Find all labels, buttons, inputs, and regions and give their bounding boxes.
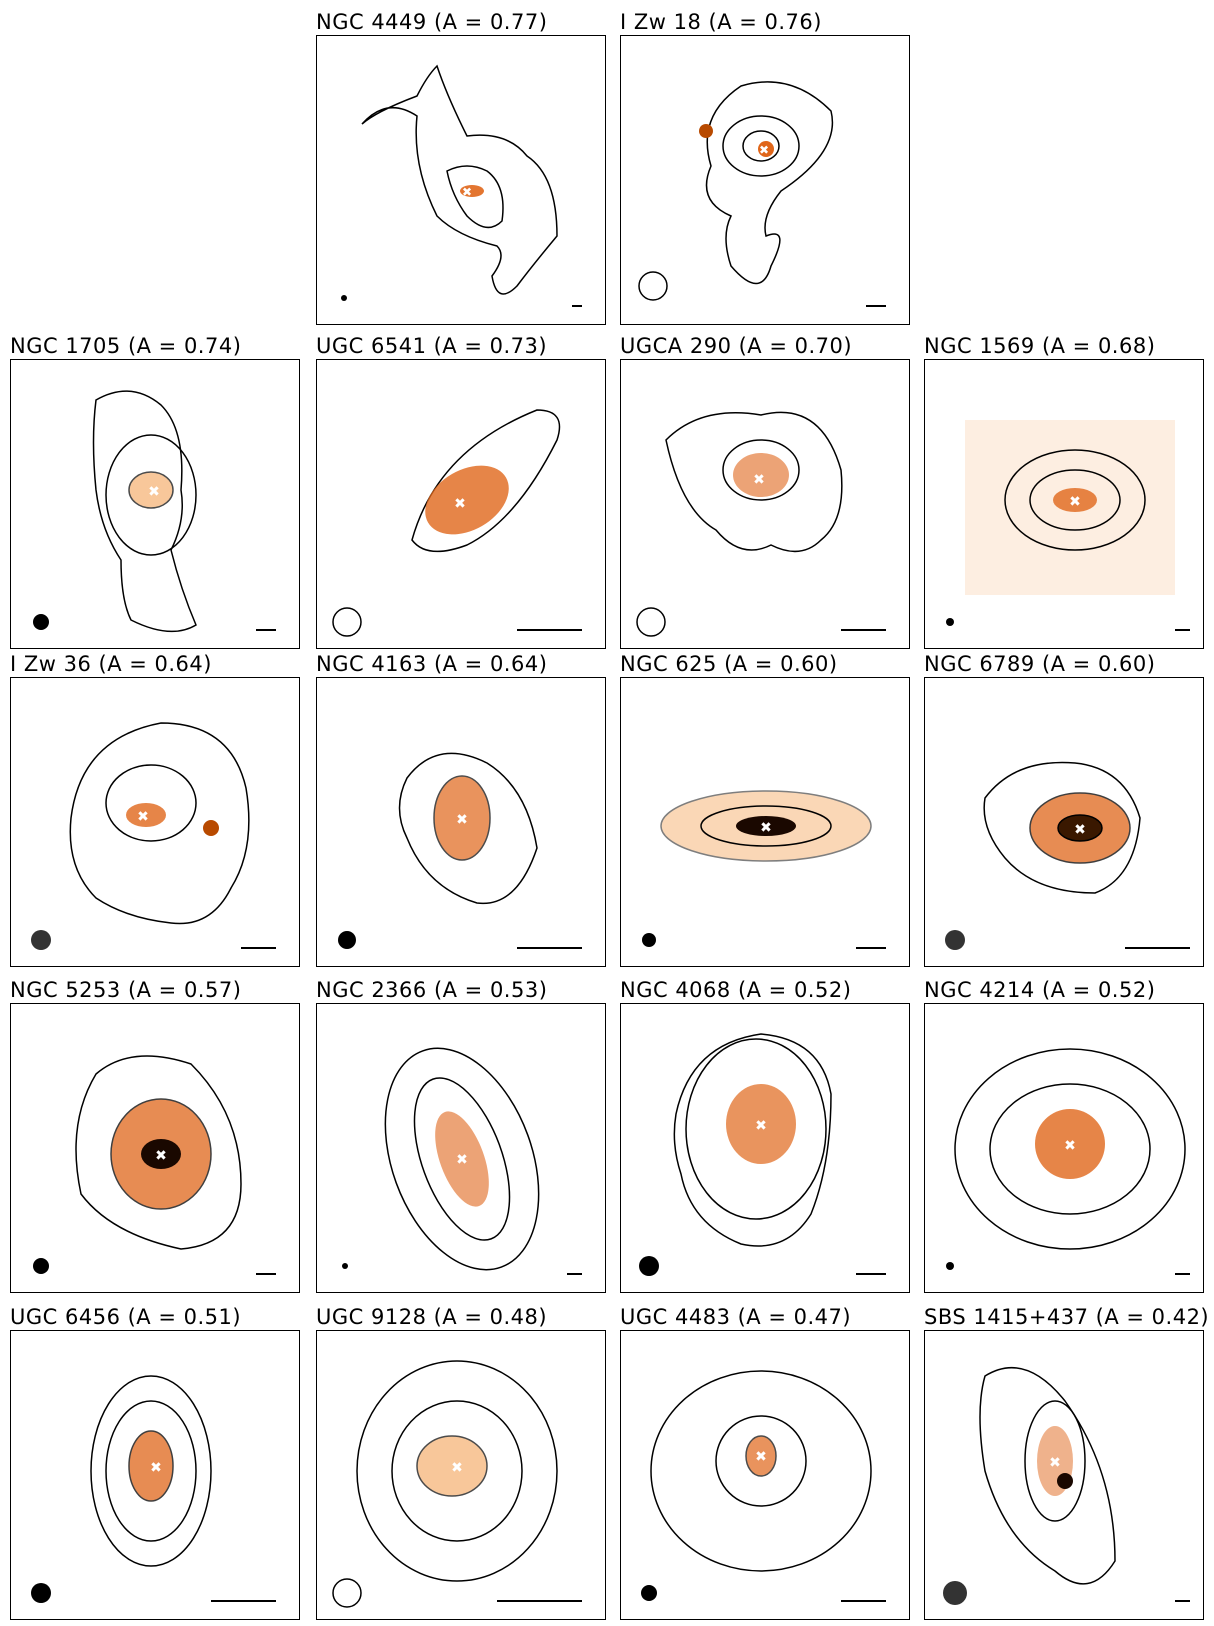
galaxy-image-frame: ✖ [316, 35, 606, 325]
svg-text:✖: ✖ [451, 1460, 463, 1476]
galaxy-image-frame: ✖ [316, 359, 606, 649]
panel-title: NGC 2366 (A = 0.53) [316, 978, 548, 1002]
hi-contour-core [742, 130, 780, 162]
panel-title: I Zw 36 (A = 0.64) [10, 652, 212, 676]
panel-title: NGC 6789 (A = 0.60) [924, 652, 1156, 676]
svg-text:✖: ✖ [755, 1118, 767, 1134]
galaxy-image-frame: ✖ [10, 1330, 300, 1620]
panel-izw36: I Zw 36 (A = 0.64) ✖ [10, 652, 310, 972]
panel-ngc625: NGC 625 (A = 0.60) ✖ [620, 652, 920, 972]
svg-text:✖: ✖ [454, 496, 466, 512]
galaxy-map: ✖ [638, 81, 886, 307]
galaxy-image-frame: ✖ [10, 359, 300, 649]
panel-ngc4449: NGC 4449 (A = 0.77) ✖ [316, 10, 616, 330]
galaxy-image-frame: ✖ [924, 359, 1204, 649]
panel-title: NGC 5253 (A = 0.57) [10, 978, 242, 1002]
hi-contour-inner [722, 115, 800, 177]
galaxy-map: ✖ [341, 64, 582, 307]
panel-title: NGC 1569 (A = 0.68) [924, 334, 1156, 358]
beam-icon [638, 271, 668, 301]
panel-ugca290: UGCA 290 (A = 0.70) ✖ [620, 334, 920, 654]
beam-icon [341, 295, 347, 301]
panel-izw18: I Zw 18 (A = 0.76) ✖ [620, 10, 920, 330]
galaxy-image-frame: ✖ [620, 1003, 910, 1293]
panel-title: UGC 6456 (A = 0.51) [10, 1305, 242, 1329]
hi-contour-outer [705, 81, 834, 285]
galaxy-image-frame: ✖ [620, 35, 910, 325]
star [699, 124, 713, 138]
panel-sbs1415: SBS 1415+437 (A = 0.42) ✖ [924, 1305, 1214, 1625]
svg-text:✖: ✖ [1064, 1138, 1076, 1154]
galaxy-image-frame: ✖ [620, 677, 910, 967]
galaxy-image-frame: ✖ [316, 677, 606, 967]
svg-text:✖: ✖ [456, 1152, 468, 1168]
panel-ngc6789: NGC 6789 (A = 0.60) ✖ [924, 652, 1214, 972]
panel-ngc4068: NGC 4068 (A = 0.52) ✖ [620, 978, 920, 1298]
svg-text:✖: ✖ [155, 1148, 167, 1164]
galaxy-image-frame: ✖ [924, 1003, 1204, 1293]
panel-title: I Zw 18 (A = 0.76) [620, 10, 822, 34]
svg-text:✖: ✖ [760, 820, 772, 836]
svg-text:✖: ✖ [148, 484, 160, 500]
svg-text:✖: ✖ [1074, 822, 1086, 838]
svg-text:✖: ✖ [150, 1460, 162, 1476]
svg-text:✖: ✖ [1049, 1455, 1061, 1471]
galaxy-image-frame: ✖ [316, 1003, 606, 1293]
galaxy-image-frame: ✖ [10, 677, 300, 967]
hi-contour-mid [446, 165, 504, 229]
panel-ngc1569: NGC 1569 (A = 0.68) ✖ [924, 334, 1214, 654]
svg-text:✖: ✖ [1069, 494, 1081, 510]
panel-ugc6456: UGC 6456 (A = 0.51) ✖ [10, 1305, 310, 1625]
panel-ngc1705: NGC 1705 (A = 0.74) ✖ [10, 334, 310, 654]
panel-title: UGC 9128 (A = 0.48) [316, 1305, 548, 1329]
panel-title: NGC 4163 (A = 0.64) [316, 652, 548, 676]
panel-ngc5253: NGC 5253 (A = 0.57) ✖ [10, 978, 310, 1298]
panel-title: NGC 4214 (A = 0.52) [924, 978, 1156, 1002]
panel-title: NGC 4449 (A = 0.77) [316, 10, 548, 34]
panel-ugc9128: UGC 9128 (A = 0.48) ✖ [316, 1305, 616, 1625]
galaxy-core [758, 141, 774, 157]
panel-title: NGC 1705 (A = 0.74) [10, 334, 242, 358]
panel-ngc4214: NGC 4214 (A = 0.52) ✖ [924, 978, 1214, 1298]
panel-ugc4483: UGC 4483 (A = 0.47) ✖ [620, 1305, 920, 1625]
galaxy-image-frame: ✖ [924, 1330, 1204, 1620]
center-marker-icon: ✖ [462, 185, 472, 199]
panel-title: NGC 4068 (A = 0.52) [620, 978, 852, 1002]
panel-ugc6541: UGC 6541 (A = 0.73) ✖ [316, 334, 616, 654]
hi-contour-outer [361, 64, 558, 295]
svg-text:✖: ✖ [755, 1449, 767, 1465]
panel-ngc2366: NGC 2366 (A = 0.53) ✖ [316, 978, 616, 1298]
panel-title: SBS 1415+437 (A = 0.42) [924, 1305, 1210, 1329]
galaxy-core [460, 185, 484, 197]
galaxy-image-frame: ✖ [924, 677, 1204, 967]
galaxy-image-frame: ✖ [10, 1003, 300, 1293]
panel-title: UGCA 290 (A = 0.70) [620, 334, 853, 358]
center-marker-icon: ✖ [759, 143, 769, 157]
panel-title: UGC 6541 (A = 0.73) [316, 334, 548, 358]
galaxy-image-frame: ✖ [620, 359, 910, 649]
panel-ngc4163: NGC 4163 (A = 0.64) ✖ [316, 652, 616, 972]
panel-title: UGC 4483 (A = 0.47) [620, 1305, 852, 1329]
svg-text:✖: ✖ [456, 812, 468, 828]
svg-text:✖: ✖ [753, 472, 765, 488]
svg-text:✖: ✖ [137, 809, 149, 825]
panel-title: NGC 625 (A = 0.60) [620, 652, 838, 676]
galaxy-image-frame: ✖ [620, 1330, 910, 1620]
galaxy-image-frame: ✖ [316, 1330, 606, 1620]
